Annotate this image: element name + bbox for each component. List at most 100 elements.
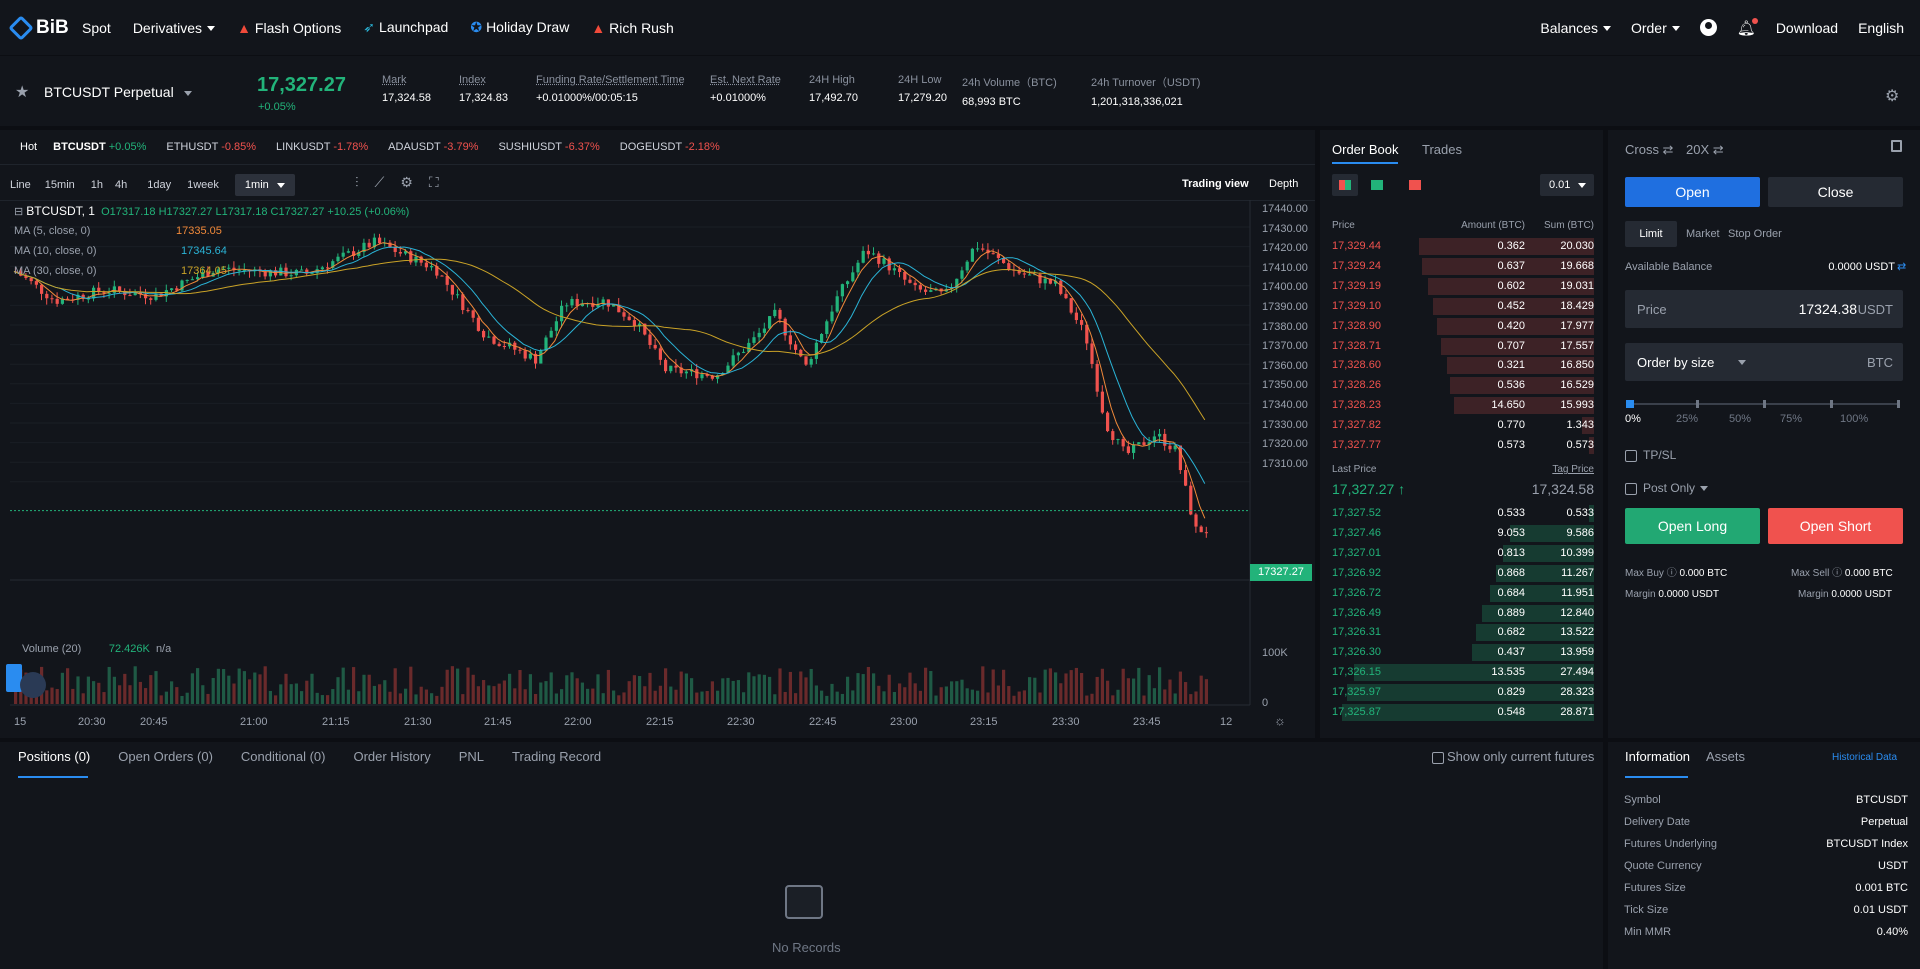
stat-label[interactable]: Mark	[382, 74, 407, 86]
bottom-tab-5[interactable]: Trading Record	[512, 749, 602, 764]
ob-row[interactable]: 17,328.60 0.321 16.850	[1332, 356, 1594, 375]
view-asks-icon[interactable]	[1409, 180, 1421, 190]
indicator-icon[interactable]: ⟋	[374, 174, 385, 190]
ob-row[interactable]: 17,328.23 14.650 15.993	[1332, 396, 1594, 415]
ma10-label[interactable]: MA (10, close, 0)	[14, 245, 97, 257]
pct-shortcut[interactable]: 100%	[1840, 413, 1869, 425]
logo[interactable]: BiB	[8, 14, 74, 41]
bottom-tab-1[interactable]: Open Orders (0)	[118, 749, 213, 764]
ob-row[interactable]: 17,326.72 0.684 11.951	[1332, 584, 1594, 603]
pct-shortcut[interactable]: 50%	[1729, 413, 1752, 425]
chart-settings-icon[interactable]: ☼	[1274, 713, 1286, 728]
tab-trades[interactable]: Trades	[1422, 142, 1462, 157]
draw-tools-icon[interactable]	[20, 672, 46, 698]
transfer-icon[interactable]: ⇄	[1897, 261, 1907, 273]
bottom-tab-2[interactable]: Conditional (0)	[240, 749, 326, 764]
historical-data-link[interactable]: Historical Data	[1832, 752, 1898, 763]
precision-select[interactable]: 0.01	[1540, 174, 1594, 196]
trading-view-toggle[interactable]: Trading view	[1182, 178, 1249, 190]
nav-rich-rush[interactable]: ▲ Rich Rush	[591, 20, 673, 36]
info-icon[interactable]: ⓘ	[1666, 568, 1677, 579]
tpsl-checkbox[interactable]: TP/SL	[1625, 448, 1676, 462]
pct-shortcut[interactable]: 25%	[1676, 413, 1699, 425]
info-icon[interactable]: ⓘ	[1832, 568, 1843, 579]
ob-row[interactable]: 17,328.26 0.536 16.529	[1332, 376, 1594, 395]
bell-icon[interactable]: 🔔︎	[1736, 17, 1758, 37]
depth-toggle[interactable]: Depth	[1269, 178, 1299, 190]
stat-label[interactable]: Est. Next Rate	[710, 74, 781, 86]
open-long-button[interactable]: Open Long	[1625, 508, 1760, 544]
price-chart[interactable]	[0, 200, 1315, 738]
settings-icon[interactable]: ⚙	[400, 174, 413, 190]
ob-row[interactable]: 17,326.92 0.868 11.267	[1332, 564, 1594, 583]
view-both-icon[interactable]	[1332, 174, 1358, 196]
market-item[interactable]: ADAUSDT -3.79%	[388, 141, 478, 153]
slider-tick[interactable]	[1830, 400, 1833, 408]
market-hot-tab[interactable]: Hot	[20, 141, 38, 153]
ob-row[interactable]: 17,326.31 0.682 13.522	[1332, 623, 1594, 642]
nav-holiday-draw[interactable]: ✪ Holiday Draw	[470, 19, 569, 36]
open-short-button[interactable]: Open Short	[1768, 508, 1903, 544]
candle-type-icon[interactable]: ⫶	[355, 174, 359, 190]
view-bids-icon[interactable]	[1371, 180, 1383, 190]
interval-1[interactable]: 15min	[45, 174, 75, 196]
order-type-limit[interactable]: Limit	[1625, 221, 1677, 247]
margin-mode[interactable]: Cross ⇄	[1625, 142, 1674, 157]
interval-0[interactable]: Line	[10, 174, 31, 196]
size-input[interactable]: Order by size BTC	[1625, 343, 1903, 381]
ob-row[interactable]: 17,329.24 0.637 19.668	[1332, 257, 1594, 276]
interval-4[interactable]: 1day	[147, 174, 171, 196]
gear-icon[interactable]: ⚙	[1885, 88, 1900, 105]
current-futures-filter[interactable]: Show only current futures	[1432, 749, 1594, 764]
nav-launchpad[interactable]: ➶ Launchpad	[363, 19, 448, 36]
leverage[interactable]: 20X ⇄	[1686, 142, 1724, 157]
bottom-tab-0[interactable]: Positions (0)	[18, 749, 91, 764]
order-type-market[interactable]: Market	[1686, 228, 1720, 240]
close-tab-button[interactable]: Close	[1768, 177, 1903, 207]
interval-6[interactable]: 1min	[234, 174, 295, 196]
bottom-tab-4[interactable]: PNL	[458, 749, 485, 764]
nav-language[interactable]: English	[1858, 19, 1904, 36]
price-input[interactable]: Price 17324.38 USDT	[1625, 290, 1903, 328]
stat-label[interactable]: Index	[459, 74, 486, 86]
ob-row[interactable]: 17,327.01 0.813 10.399	[1332, 544, 1594, 563]
ob-row[interactable]: 17,329.19 0.602 19.031	[1332, 277, 1594, 296]
tab-information[interactable]: Information	[1625, 749, 1691, 764]
side-toggle[interactable]	[6, 664, 22, 692]
interval-2[interactable]: 1h	[91, 174, 103, 196]
ob-row[interactable]: 17,325.87 0.548 28.871	[1332, 703, 1594, 722]
ob-row[interactable]: 17,327.52 0.533 0.533	[1332, 504, 1594, 523]
tab-order-book[interactable]: Order Book	[1332, 142, 1399, 157]
size-slider-handle[interactable]	[1626, 400, 1634, 408]
ob-row[interactable]: 17,327.46 9.053 9.586	[1332, 524, 1594, 543]
ob-row[interactable]: 17,328.71 0.707 17.557	[1332, 337, 1594, 356]
pct-shortcut[interactable]: 0%	[1625, 413, 1641, 425]
ob-row[interactable]: 17,326.49 0.889 12.840	[1332, 604, 1594, 623]
user-icon[interactable]	[1699, 19, 1717, 36]
symbol-selector[interactable]: BTCUSDT Perpetual	[44, 84, 192, 100]
interval-3[interactable]: 4h	[115, 174, 127, 196]
nav-spot[interactable]: Spot	[82, 19, 111, 36]
interval-5[interactable]: 1week	[187, 174, 219, 196]
stat-label[interactable]: Funding Rate/Settlement Time	[536, 74, 685, 86]
ob-row[interactable]: 17,329.44 0.362 20.030	[1332, 237, 1594, 256]
market-item[interactable]: SUSHIUSDT -6.37%	[498, 141, 599, 153]
tab-assets[interactable]: Assets	[1706, 749, 1746, 764]
pct-shortcut[interactable]: 75%	[1780, 413, 1803, 425]
market-item[interactable]: DOGEUSDT -2.18%	[620, 141, 720, 153]
open-tab-button[interactable]: Open	[1625, 177, 1760, 207]
star-icon[interactable]: ★	[15, 84, 30, 101]
nav-flash-options[interactable]: ▲ Flash Options	[237, 20, 341, 36]
ma30-label[interactable]: MA (30, close, 0)	[14, 265, 97, 277]
ma5-label[interactable]: MA (5, close, 0)	[14, 225, 91, 237]
nav-order[interactable]: Order	[1631, 20, 1680, 36]
market-item[interactable]: LINKUSDT -1.78%	[276, 141, 368, 153]
calculator-icon[interactable]	[1891, 140, 1902, 152]
post-only-checkbox[interactable]: Post Only	[1625, 481, 1709, 495]
slider-tick[interactable]	[1696, 400, 1699, 408]
fullscreen-icon[interactable]: ⛶	[428, 174, 439, 190]
size-mode-select[interactable]: Order by size	[1637, 355, 1715, 370]
ob-row[interactable]: 17,329.10 0.452 18.429	[1332, 297, 1594, 316]
nav-download[interactable]: Download	[1775, 19, 1839, 36]
market-item[interactable]: ETHUSDT -0.85%	[166, 141, 256, 153]
